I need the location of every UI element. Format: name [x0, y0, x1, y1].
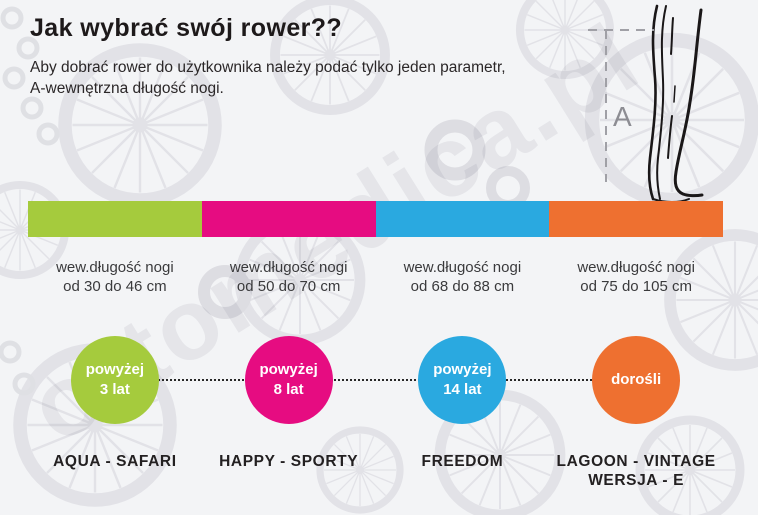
model-label-1: AQUA - SAFARI	[53, 453, 177, 470]
leg-length-label-1: wew.długość nogi od 30 do 46 cm	[56, 259, 174, 295]
model-row: AQUA - SAFARI HAPPY - SPORTY FREEDOM LAG…	[28, 452, 723, 490]
page-subtitle: Aby dobrać rower do użytkownika należy p…	[30, 59, 506, 97]
age-circle-3: powyżej 14 lat	[418, 336, 507, 424]
model-label-3: FREEDOM	[421, 453, 504, 470]
dimension-label-a: A	[613, 101, 632, 132]
size-bar-segment-green	[28, 201, 202, 237]
size-bar-segment-magenta	[201, 201, 376, 237]
size-bar-segment-blue	[375, 201, 550, 237]
leg-illustration: A	[588, 4, 704, 203]
age-circle-cell-1: powyżej 3 lat	[28, 336, 202, 424]
age-circle-2: powyżej 8 lat	[244, 336, 333, 424]
size-bar	[28, 201, 723, 237]
leg-length-label-2: wew.długość nogi od 50 do 70 cm	[229, 259, 348, 295]
size-bar-segment-orange	[549, 201, 723, 237]
age-circle-4: dorośli	[592, 336, 681, 424]
age-circle-1: powyżej 3 lat	[70, 336, 159, 424]
leg-length-label-4: wew.długość nogi od 75 do 105 cm	[577, 259, 695, 295]
leg-length-row: wew.długość nogi od 30 do 46 cm wew.dług…	[28, 258, 723, 296]
age-circle-cell-4: dorośli	[549, 336, 723, 424]
leg-sketch	[647, 4, 704, 203]
model-label-4: LAGOON - VINTAGE WERSJA - E	[556, 453, 716, 489]
model-label-2: HAPPY - SPORTY	[219, 453, 359, 470]
age-circle-cell-3: powyżej 14 lat	[376, 336, 550, 424]
page-title: Jak wybrać swój rower??	[30, 14, 343, 42]
leg-length-label-3: wew.długość nogi od 68 do 88 cm	[403, 259, 522, 295]
measurement-lines	[588, 29, 654, 182]
age-circle-cell-2: powyżej 8 lat	[202, 336, 376, 424]
age-circles-row: powyżej 3 lat powyżej 8 lat powyżej 14 l…	[28, 336, 723, 424]
chain-shapes	[0, 6, 60, 396]
dotted-connector	[115, 379, 636, 381]
